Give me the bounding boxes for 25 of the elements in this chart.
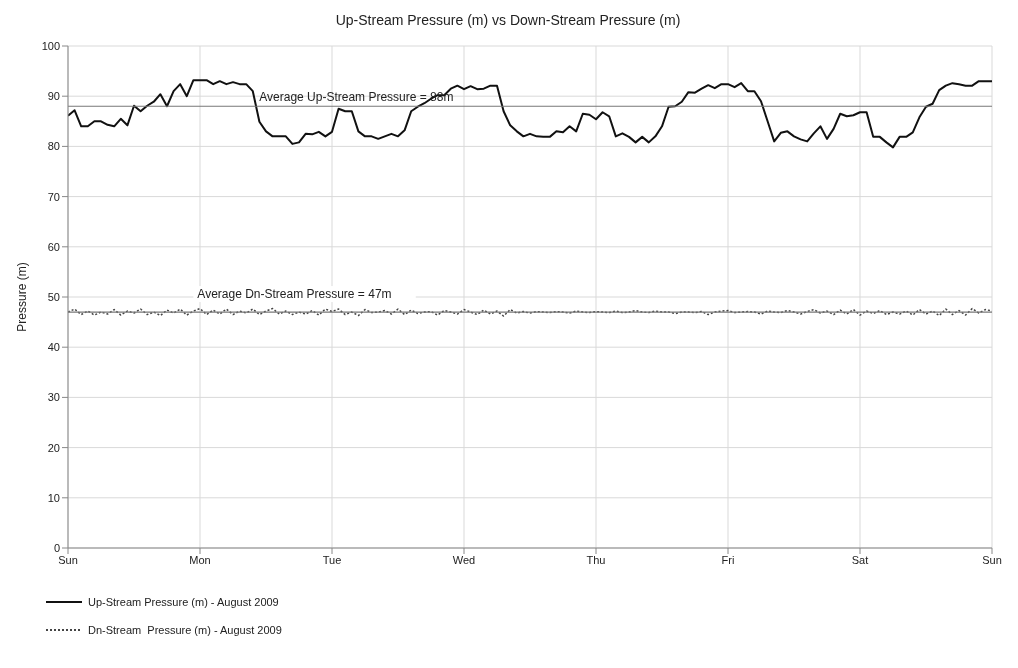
x-tick-label: Mon	[189, 553, 211, 566]
line-series	[68, 79, 992, 149]
x-tick-label: Fri	[721, 553, 735, 566]
x-tick-label: Wed	[452, 553, 476, 566]
legend-label: Up-Stream Pressure (m) - August 2009	[88, 596, 279, 608]
chart-title: Up-Stream Pressure (m) vs Down-Stream Pressure (m)	[334, 11, 682, 30]
y-tick-label: 30	[47, 391, 60, 404]
y-tick-label: 50	[47, 290, 60, 303]
x-tick-label: Tue	[322, 553, 342, 566]
y-tick-label: 100	[41, 39, 60, 52]
x-tick-label: Sat	[851, 553, 869, 566]
y-tick-label: 0	[53, 541, 60, 554]
y-axis-title: Pressure (m)	[15, 262, 30, 332]
y-tick-label: 20	[47, 441, 60, 454]
y-tick-label: 80	[47, 140, 60, 153]
y-tick-label: 70	[47, 190, 60, 203]
legend-label: Dn-Stream Pressure (m) - August 2009	[88, 624, 282, 636]
x-tick-label: Thu	[586, 553, 606, 566]
y-tick-label: 60	[47, 240, 60, 253]
y-tick-label: 10	[47, 491, 60, 504]
x-tick-label: Sun	[982, 553, 1002, 566]
ref-line-label: Average Dn-Stream Pressure = 47m	[197, 287, 392, 302]
y-tick-label: 40	[47, 341, 60, 354]
x-tick-label: Sun	[58, 553, 78, 566]
y-tick-label: 90	[47, 90, 60, 103]
